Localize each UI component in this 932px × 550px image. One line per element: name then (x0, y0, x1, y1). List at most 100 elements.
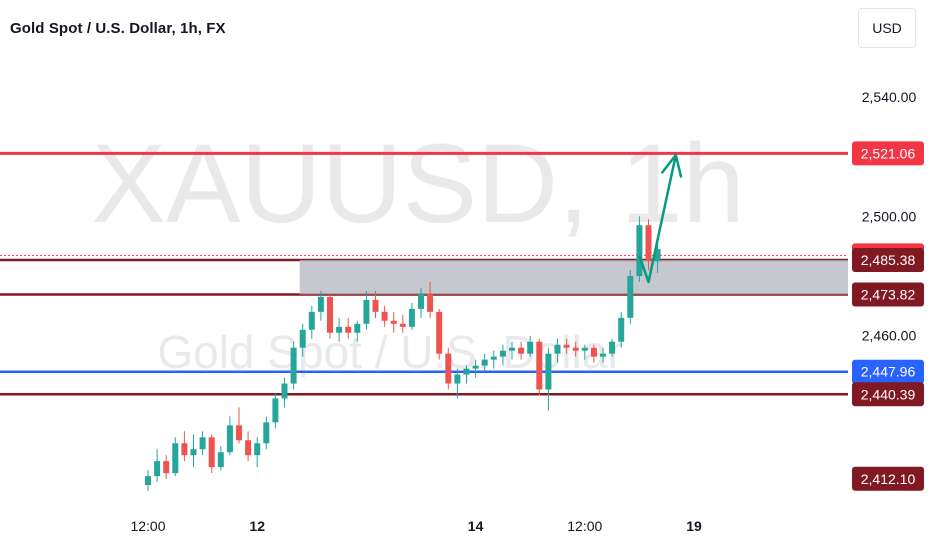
candle-body-9 (226, 425, 233, 453)
watermark-symbol: XAUUSD, 1h (91, 121, 745, 246)
candle-body-16 (290, 347, 297, 384)
y-tick-label: 2,500.00 (862, 208, 917, 224)
candle-body-31 (427, 293, 434, 312)
candle-0 (145, 470, 151, 492)
candle-31 (427, 281, 434, 318)
candle-body-8 (217, 452, 224, 468)
candle-body-4 (181, 443, 188, 456)
chart-title: Gold Spot / U.S. Dollar, 1h, FX (10, 20, 226, 37)
candle-12 (254, 437, 261, 468)
candle-16 (290, 341, 297, 390)
candle-46 (563, 338, 570, 354)
symbol-watermark: XAUUSD, 1h Gold Spot / U.S. Dollar (91, 121, 745, 378)
candle-34 (454, 368, 461, 399)
x-tick-label: 14 (468, 518, 484, 534)
candle-body-36 (472, 365, 479, 369)
candle-37 (481, 353, 488, 372)
candle-body-49 (590, 347, 597, 357)
candle-53 (627, 270, 634, 324)
candle-48 (581, 344, 588, 360)
candle-43 (536, 338, 543, 396)
candle-8 (217, 446, 224, 471)
candle-body-43 (536, 341, 543, 390)
candle-30 (418, 287, 424, 318)
price-label-bg (852, 359, 924, 384)
candle-54 (636, 216, 643, 282)
candle-body-35 (463, 368, 470, 375)
candle-body-10 (236, 425, 242, 441)
candle-11 (245, 431, 252, 462)
candle-body-38 (490, 356, 497, 360)
candle-9 (226, 416, 233, 456)
candle-14 (272, 392, 279, 429)
candle-50 (600, 347, 606, 363)
candle-45 (554, 338, 561, 363)
price-label-bg (852, 141, 924, 166)
candle-47 (572, 341, 579, 357)
candle-body-45 (554, 344, 561, 354)
candle-body-47 (572, 347, 579, 351)
candle-body-27 (390, 320, 397, 324)
candle-10 (236, 407, 242, 444)
candle-body-5 (190, 449, 197, 456)
arrow-path[interactable] (638, 154, 678, 284)
candle-body-26 (381, 311, 388, 321)
candle-18 (308, 305, 315, 339)
candle-35 (463, 365, 470, 384)
candle-6 (199, 431, 206, 456)
candle-body-24 (363, 299, 370, 324)
candle-body-7 (208, 437, 215, 468)
price-label-4: 2,447.96 (852, 359, 924, 384)
zone-rect[interactable] (299, 259, 848, 295)
currency-button[interactable]: USD (858, 8, 916, 48)
candle-39 (499, 344, 506, 366)
candle-25 (372, 290, 379, 318)
arrow-head (661, 153, 683, 178)
price-label-bg (852, 382, 924, 407)
price-label-5: 2,440.39 (852, 382, 924, 407)
candle-body-17 (299, 329, 306, 348)
candle-body-56 (654, 249, 661, 262)
candle-body-0 (145, 476, 151, 486)
x-tick-label: 19 (686, 518, 702, 534)
candle-body-30 (418, 293, 424, 309)
candle-body-6 (199, 437, 206, 450)
candle-body-13 (263, 422, 270, 444)
candle-body-55 (645, 225, 652, 262)
candle-1 (154, 449, 161, 483)
candle-5 (190, 434, 197, 468)
candle-body-52 (618, 317, 625, 342)
candle-body-25 (372, 299, 379, 312)
candle-body-2 (163, 461, 170, 474)
candle-body-22 (345, 326, 352, 333)
x-tick-label: 12:00 (567, 518, 602, 534)
candle-body-42 (527, 341, 534, 354)
candle-body-34 (454, 374, 461, 384)
candle-23 (354, 320, 361, 342)
candle-body-32 (436, 311, 443, 354)
candle-3 (172, 437, 179, 477)
candle-2 (163, 455, 170, 480)
candle-body-40 (509, 347, 515, 351)
price-label-bg (852, 282, 924, 307)
price-label-text: 2,447.96 (861, 364, 916, 380)
candle-38 (490, 350, 497, 369)
watermark-description: Gold Spot / U.S. Dollar (157, 326, 622, 378)
supply-zone (299, 259, 848, 295)
candle-body-23 (354, 323, 361, 333)
candle-42 (527, 335, 534, 357)
price-label-bg (852, 466, 924, 491)
price-label-text: 2,473.82 (861, 286, 916, 302)
candle-15 (281, 377, 288, 408)
candle-body-51 (609, 341, 616, 354)
candle-29 (408, 302, 415, 330)
candle-17 (299, 323, 306, 357)
candle-body-19 (317, 296, 324, 312)
candle-56 (654, 243, 661, 274)
candle-7 (208, 434, 215, 474)
price-label-text: 2,521.06 (861, 145, 916, 161)
candle-body-41 (518, 347, 525, 354)
candle-body-1 (154, 461, 161, 477)
price-label-0: 2,521.06 (852, 141, 924, 166)
